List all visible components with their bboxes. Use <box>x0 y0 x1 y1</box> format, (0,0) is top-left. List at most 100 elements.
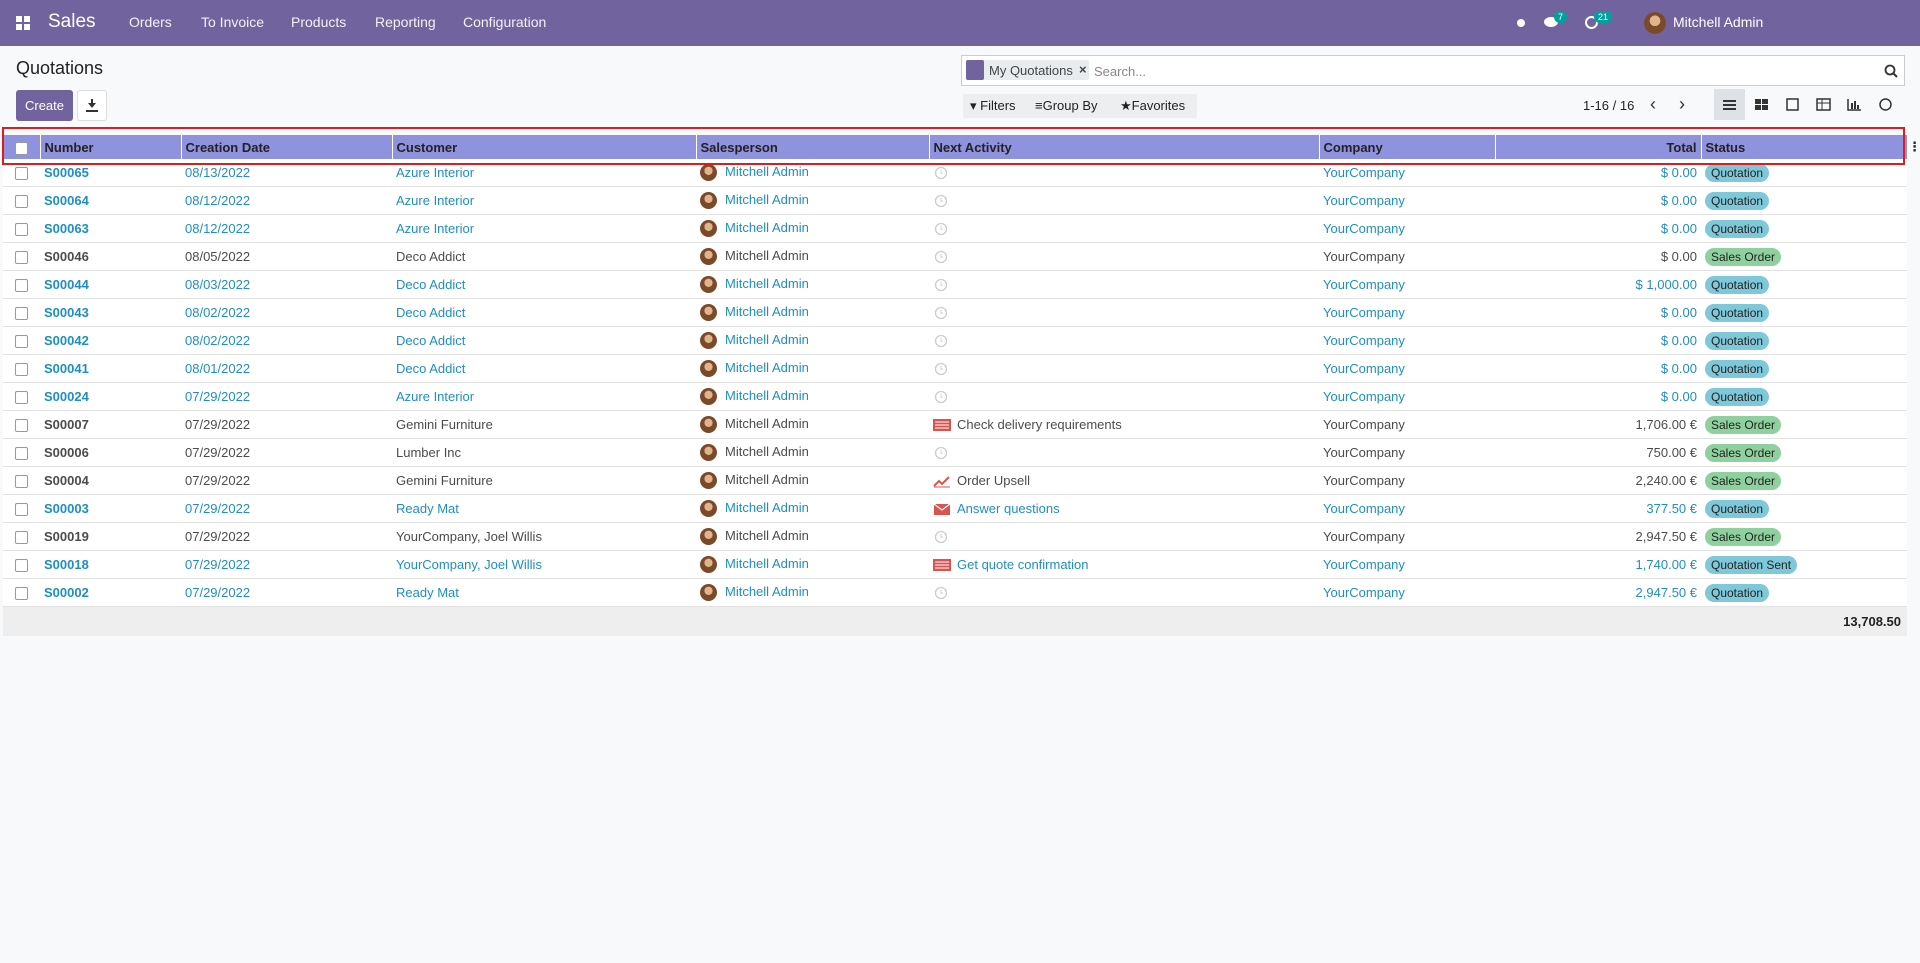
view-graph[interactable] <box>1839 89 1870 120</box>
activity-icon[interactable] <box>933 360 949 375</box>
data-row[interactable]: S00006 07/29/2022 Lumber Inc Mitchell Admin… <box>3 438 1907 467</box>
search-box[interactable]: My Quotations × Search... <box>961 55 1905 86</box>
row-select[interactable] <box>3 214 40 243</box>
pager-prev[interactable]: ‹ <box>1650 94 1656 114</box>
data-row[interactable]: S00042 08/02/2022 Deco Addict Mitchell Admi… <box>3 326 1907 355</box>
column-header[interactable]: Creation Date <box>180 135 392 159</box>
activity-cell[interactable]: Answer questions <box>929 494 1319 523</box>
create-button[interactable]: Create <box>16 90 73 121</box>
view-activity[interactable] <box>1870 89 1901 120</box>
pager-next[interactable]: › <box>1679 94 1685 114</box>
user-name[interactable]: Mitchell Admin <box>1673 14 1764 30</box>
search-facet[interactable]: My Quotations × <box>966 60 1089 80</box>
filters-button[interactable]: ▾ Filters <box>970 98 1016 113</box>
column-header[interactable]: Salesperson <box>695 135 929 159</box>
row-select[interactable] <box>3 354 40 383</box>
activity-cell[interactable] <box>929 298 1319 327</box>
activity-icon[interactable] <box>933 276 949 291</box>
data-row[interactable]: S00046 08/05/2022 Deco Addict Mitchell Admi… <box>3 242 1907 271</box>
row-select[interactable] <box>3 242 40 271</box>
activity-cell[interactable]: Check delivery requirements <box>929 410 1319 439</box>
data-row[interactable]: S00002 07/29/2022 Ready Mat Mitchell Admin Y… <box>3 578 1907 607</box>
row-select[interactable] <box>3 326 40 355</box>
data-row[interactable]: S00024 07/29/2022 Azure Interior Mitchell A… <box>3 382 1907 411</box>
view-kanban[interactable] <box>1746 89 1777 120</box>
data-row[interactable]: S00004 07/29/2022 Gemini Furniture Mitchell… <box>3 466 1907 495</box>
activity-cell[interactable] <box>929 242 1319 271</box>
column-header[interactable]: Company <box>1318 135 1495 159</box>
activity-icon[interactable] <box>933 417 951 432</box>
activity-icon[interactable] <box>933 584 949 599</box>
data-row[interactable]: S00003 07/29/2022 Ready Mat Mitchell Admin A… <box>3 494 1907 523</box>
activity-icon[interactable] <box>933 304 949 319</box>
menu-item[interactable]: Orders <box>129 14 172 30</box>
data-row[interactable]: S00064 08/12/2022 Azure Interior Mitchell A… <box>3 186 1907 215</box>
view-pivot[interactable] <box>1808 89 1839 120</box>
row-select[interactable] <box>3 438 40 467</box>
activity-icon[interactable] <box>933 501 951 516</box>
column-header[interactable]: Next Activity <box>928 135 1319 159</box>
data-row[interactable]: S00019 07/29/2022 YourCompany, Joel Willis… <box>3 522 1907 551</box>
facet-remove[interactable]: × <box>1079 62 1087 77</box>
footer-total: 13,708.50 <box>1843 614 1901 629</box>
apps-icon[interactable] <box>16 16 31 31</box>
row-select[interactable] <box>3 270 40 299</box>
data-row[interactable]: S00063 08/12/2022 Azure Interior Mitchell A… <box>3 214 1907 243</box>
data-row[interactable]: S00043 08/02/2022 Deco Addict Mitchell Admi… <box>3 298 1907 327</box>
activity-cell[interactable] <box>929 326 1319 355</box>
activity-cell[interactable] <box>929 578 1319 607</box>
row-select[interactable] <box>3 494 40 523</box>
debug-icon[interactable] <box>1515 16 1527 28</box>
row-select[interactable] <box>3 410 40 439</box>
menu-item[interactable]: Products <box>291 14 347 30</box>
search-icon[interactable] <box>1884 64 1898 78</box>
group-by-button[interactable]: ≡Group By <box>1035 98 1098 113</box>
row-select[interactable] <box>3 466 40 495</box>
menu-item[interactable]: Reporting <box>375 14 436 30</box>
data-row[interactable]: S00044 08/03/2022 Deco Addict Mitchell Admi… <box>3 270 1907 299</box>
activity-cell[interactable]: Get quote confirmation <box>929 550 1319 579</box>
activity-cell[interactable] <box>929 382 1319 411</box>
activity-icon[interactable] <box>933 332 949 347</box>
activity-cell[interactable] <box>929 522 1319 551</box>
row-select[interactable] <box>3 522 40 551</box>
user-avatar[interactable] <box>1644 12 1666 34</box>
view-list[interactable] <box>1714 89 1745 120</box>
activity-cell[interactable] <box>929 186 1319 215</box>
activity-icon[interactable] <box>933 557 951 572</box>
brand[interactable]: Sales <box>48 11 96 32</box>
menu-item[interactable]: To Invoice <box>201 14 265 30</box>
data-row[interactable]: S00018 07/29/2022 YourCompany, Joel Willis… <box>3 550 1907 579</box>
optional-columns[interactable]: ⋮ <box>1908 139 1920 154</box>
activity-icon[interactable] <box>933 473 951 488</box>
select-all[interactable] <box>3 135 40 159</box>
activity-cell[interactable] <box>929 214 1319 243</box>
data-row[interactable]: S00007 07/29/2022 Gemini Furniture Mitchell… <box>3 410 1907 439</box>
row-select[interactable] <box>3 186 40 215</box>
activity-icon[interactable] <box>933 444 949 459</box>
activity-cell[interactable] <box>929 438 1319 467</box>
column-header[interactable]: Total <box>1494 135 1701 159</box>
activity-icon[interactable] <box>933 248 949 263</box>
download-button[interactable] <box>77 90 107 121</box>
data-row[interactable]: S00041 08/01/2022 Deco Addict Mitchell Admi… <box>3 354 1907 383</box>
menu-item[interactable]: Configuration <box>463 14 547 30</box>
activity-icon[interactable] <box>933 388 949 403</box>
activity-cell[interactable] <box>929 270 1319 299</box>
activity-icon[interactable] <box>933 164 949 179</box>
row-select[interactable] <box>3 578 40 607</box>
favorites-button[interactable]: ★Favorites <box>1120 98 1186 113</box>
activity-cell[interactable]: Order Upsell <box>929 466 1319 495</box>
row-select[interactable] <box>3 550 40 579</box>
activity-icon[interactable] <box>933 192 949 207</box>
column-header[interactable]: Number <box>39 135 181 159</box>
row-select[interactable] <box>3 382 40 411</box>
activity-icon[interactable] <box>933 220 949 235</box>
activity-icon[interactable] <box>933 528 949 543</box>
activity-cell[interactable] <box>929 354 1319 383</box>
customer: Lumber Inc <box>392 438 696 467</box>
column-header[interactable]: Status <box>1700 135 1907 159</box>
column-header[interactable]: Customer <box>391 135 696 159</box>
row-select[interactable] <box>3 298 40 327</box>
view-calendar[interactable] <box>1777 89 1808 120</box>
